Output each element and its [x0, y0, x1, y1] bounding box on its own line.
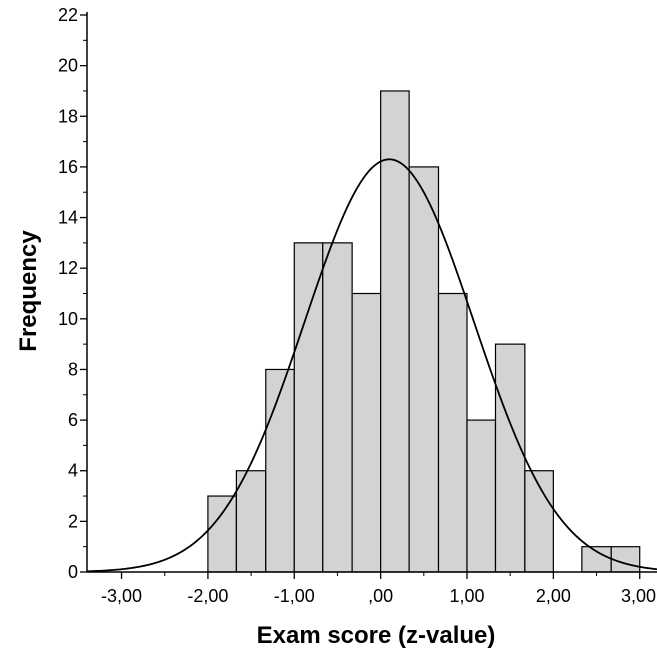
bars-layer — [207, 90, 641, 573]
axes-layer: 0 2 4 6 8 10 12 14 16 18 20 22 -3,00 -2,00 -1,00 ,00 1,0… — [58, 5, 657, 606]
x-tick-label: 3,00 — [621, 586, 656, 606]
histogram-bar — [293, 242, 324, 573]
histogram-bar — [235, 470, 267, 573]
y-tick-label: 6 — [68, 410, 78, 430]
histogram-bar — [610, 546, 641, 573]
x-tick-label: 2,00 — [536, 586, 571, 606]
histogram-bar — [207, 495, 238, 573]
y-tick-label: 14 — [58, 208, 78, 228]
y-tick-label: 4 — [68, 461, 78, 481]
histogram-bar — [322, 242, 353, 573]
x-axis-title: Exam score (z-value) — [257, 622, 496, 649]
y-tick-label: 18 — [58, 106, 78, 126]
y-tick-label: 16 — [58, 157, 78, 177]
histogram-bar — [265, 368, 295, 573]
y-tick-label: 10 — [58, 309, 78, 329]
y-axis-title: Frequency — [15, 230, 42, 352]
y-tick-label: 0 — [68, 562, 78, 582]
histogram-bar — [380, 90, 410, 573]
x-tick-label: -1,00 — [274, 586, 315, 606]
x-tick-label: ,00 — [368, 586, 393, 606]
x-tick-label: -3,00 — [101, 586, 142, 606]
histogram-bar — [494, 343, 526, 573]
histogram-bar — [351, 292, 382, 573]
histogram-bar — [466, 419, 497, 573]
x-tick-label: 1,00 — [449, 586, 484, 606]
y-tick-label: 2 — [68, 511, 78, 531]
x-tick-label: -2,00 — [187, 586, 228, 606]
y-tick-label: 8 — [68, 359, 78, 379]
histogram-bar — [408, 166, 440, 573]
normal-curve — [86, 158, 657, 573]
y-tick-label: 20 — [58, 56, 78, 76]
histogram-bar — [437, 292, 468, 573]
y-tick-label: 22 — [58, 5, 78, 25]
y-tick-label: 12 — [58, 258, 78, 278]
